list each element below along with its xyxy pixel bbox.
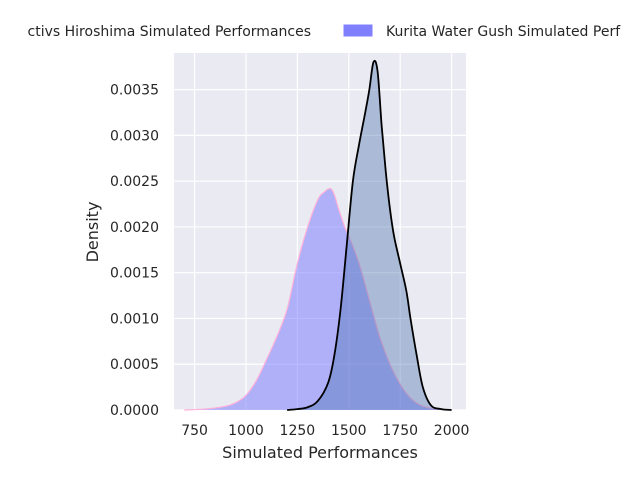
y-tick-label: 0.0005 — [110, 357, 159, 373]
x-tick-label: 2000 — [434, 423, 470, 439]
legend-label-kurita: Kurita Water Gush Simulated Perf — [386, 24, 621, 40]
legend-label-hiroshima: ctivs Hiroshima Simulated Performances — [28, 24, 311, 40]
y-axis-ticks: 0.0000 0.0005 0.0010 0.0015 0.0020 0.0025 0.00… — [110, 83, 159, 419]
x-tick-label: 1500 — [331, 423, 367, 439]
legend: ctivs Hiroshima Simulated Performances K… — [28, 24, 622, 40]
density-area-hiroshima — [184, 188, 452, 410]
y-tick-label: 0.0020 — [110, 220, 159, 236]
x-tick-label: 1750 — [382, 423, 418, 439]
y-tick-label: 0.0000 — [110, 403, 159, 419]
x-tick-label: 1000 — [228, 423, 264, 439]
y-axis-label: Density — [83, 202, 102, 263]
x-axis-label: Simulated Performances — [222, 443, 418, 462]
density-line-hiroshima — [184, 187, 452, 411]
y-tick-label: 0.0015 — [110, 266, 159, 282]
y-tick-label: 0.0030 — [110, 128, 159, 144]
density-line-kurita — [287, 59, 452, 411]
y-tick-label: 0.0010 — [110, 311, 159, 327]
x-tick-label: 1250 — [280, 423, 316, 439]
legend-swatch-kurita — [343, 24, 373, 37]
y-tick-label: 0.0035 — [110, 83, 159, 99]
x-tick-label: 750 — [181, 423, 208, 439]
x-axis-ticks: 750 1000 1250 1500 1750 2000 — [181, 423, 469, 439]
y-tick-label: 0.0025 — [110, 174, 159, 190]
series-layer — [184, 59, 452, 411]
